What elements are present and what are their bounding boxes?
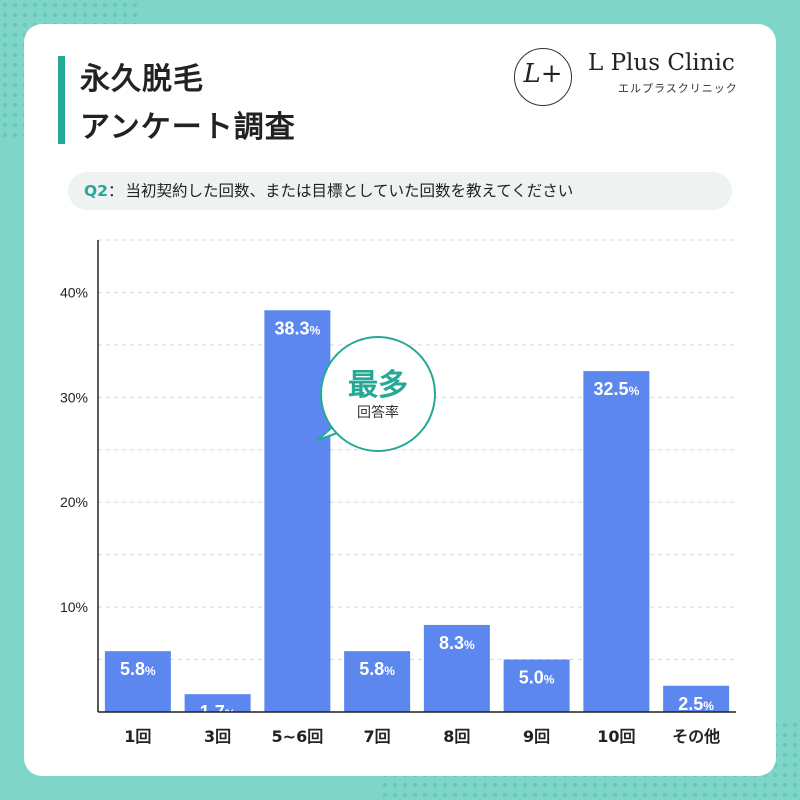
data-label: 32.5% [594, 379, 640, 399]
y-tick-label: 40% [60, 284, 88, 300]
question-pill: Q2： 当初契約した回数、または目標としていた回数を教えてください [68, 172, 732, 210]
callout-bubble: 最多 回答率 [320, 336, 436, 452]
bar [344, 651, 411, 712]
bar [663, 685, 730, 712]
axis-layer: 10% 20% 30% 40% 1回 3回 5~6回 7回 8回 9回 10回 その他 [60, 240, 736, 746]
bar [423, 624, 490, 712]
x-tick-label: 9回 [523, 727, 550, 746]
data-label: 5.8% [359, 659, 395, 679]
title-line-1: 永久脱毛 [80, 62, 204, 97]
data-label: 5.8% [120, 659, 156, 679]
y-tick-label: 30% [60, 389, 88, 405]
clinic-name-kana: エルプラスクリニック [618, 82, 738, 95]
y-tick-label: 10% [60, 599, 88, 615]
question-separator: ： [107, 182, 124, 200]
x-tick-label: その他 [672, 727, 720, 746]
title-accent-bar [58, 56, 65, 144]
bar [264, 310, 331, 712]
data-label: 8.3% [439, 633, 475, 653]
x-tick-label: 8回 [443, 727, 470, 746]
x-tick-label: 5~6回 [272, 727, 324, 746]
survey-card: 永久脱毛 アンケート調査 L+ L Plus Clinic エルプラスクリニック… [24, 24, 776, 776]
x-tick-label: 3回 [204, 727, 231, 746]
x-tick-label: 1回 [124, 727, 151, 746]
title-line-2: アンケート調査 [80, 110, 296, 145]
clinic-name: L Plus Clinic [588, 50, 735, 76]
clinic-logo-icon: L+ [514, 48, 572, 106]
bar [104, 651, 171, 712]
logo-mark: L+ [523, 59, 563, 89]
x-tick-label: 7回 [364, 727, 391, 746]
callout-main-text: 最多 [348, 368, 408, 403]
callout-sub-text: 回答率 [357, 405, 399, 421]
x-tick-label: 10回 [597, 727, 635, 746]
bar-layer: 5.8%1.7%38.3%5.8%8.3%5.0%32.5%2.5% [104, 310, 730, 722]
data-label: 38.3% [275, 318, 321, 338]
bar [184, 694, 251, 712]
bar [503, 659, 570, 712]
data-label: 2.5% [678, 694, 714, 714]
question-text: 当初契約した回数、または目標としていた回数を教えてください [125, 182, 574, 200]
question-label: Q2 [84, 182, 108, 200]
data-label: 5.0% [519, 668, 555, 688]
y-tick-label: 20% [60, 494, 88, 510]
bar-chart: 5.8%1.7%38.3%5.8%8.3%5.0%32.5%2.5% 10%20… [60, 239, 736, 746]
bar [583, 371, 650, 712]
